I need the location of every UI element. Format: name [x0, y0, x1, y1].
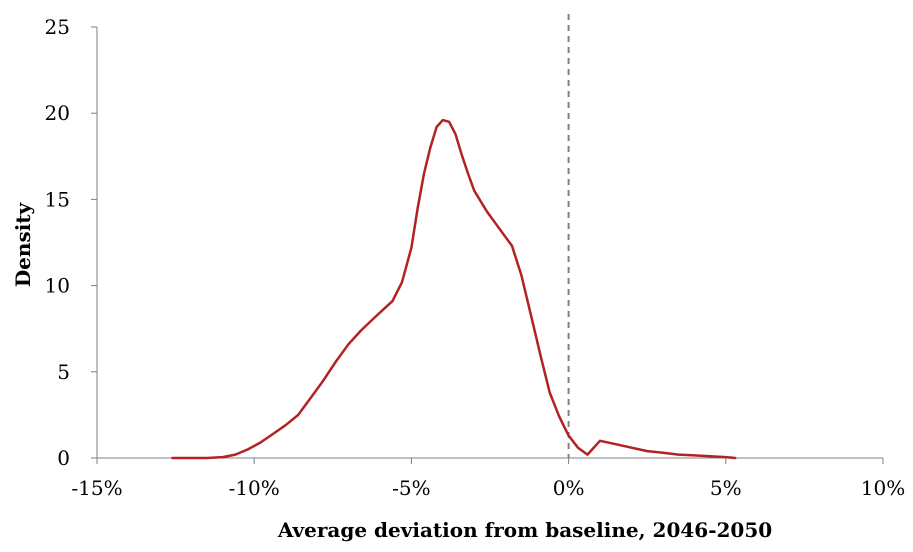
density-curve [171, 118, 737, 460]
x-tick-label: -15% [71, 476, 122, 500]
y-axis-title: Density [11, 201, 35, 287]
x-tick-label: -5% [392, 476, 431, 500]
plot-area: 0 5 10 15 20 25 -15% -10% -5% 0% 5% 10% [45, 14, 905, 500]
y-tick-label: 0 [57, 446, 70, 470]
x-axis-title: Average deviation from baseline, 2046-20… [277, 518, 772, 542]
y-tick-label: 25 [45, 15, 70, 39]
x-tick-label: 5% [710, 476, 742, 500]
y-tick-label: 15 [45, 187, 70, 211]
y-tick-label: 20 [45, 101, 70, 125]
x-tick-label: 10% [861, 476, 905, 500]
y-tick-label: 5 [57, 360, 70, 384]
y-tick-label: 10 [45, 274, 70, 298]
x-tick-label: -10% [229, 476, 280, 500]
x-tick-label: 0% [553, 476, 585, 500]
